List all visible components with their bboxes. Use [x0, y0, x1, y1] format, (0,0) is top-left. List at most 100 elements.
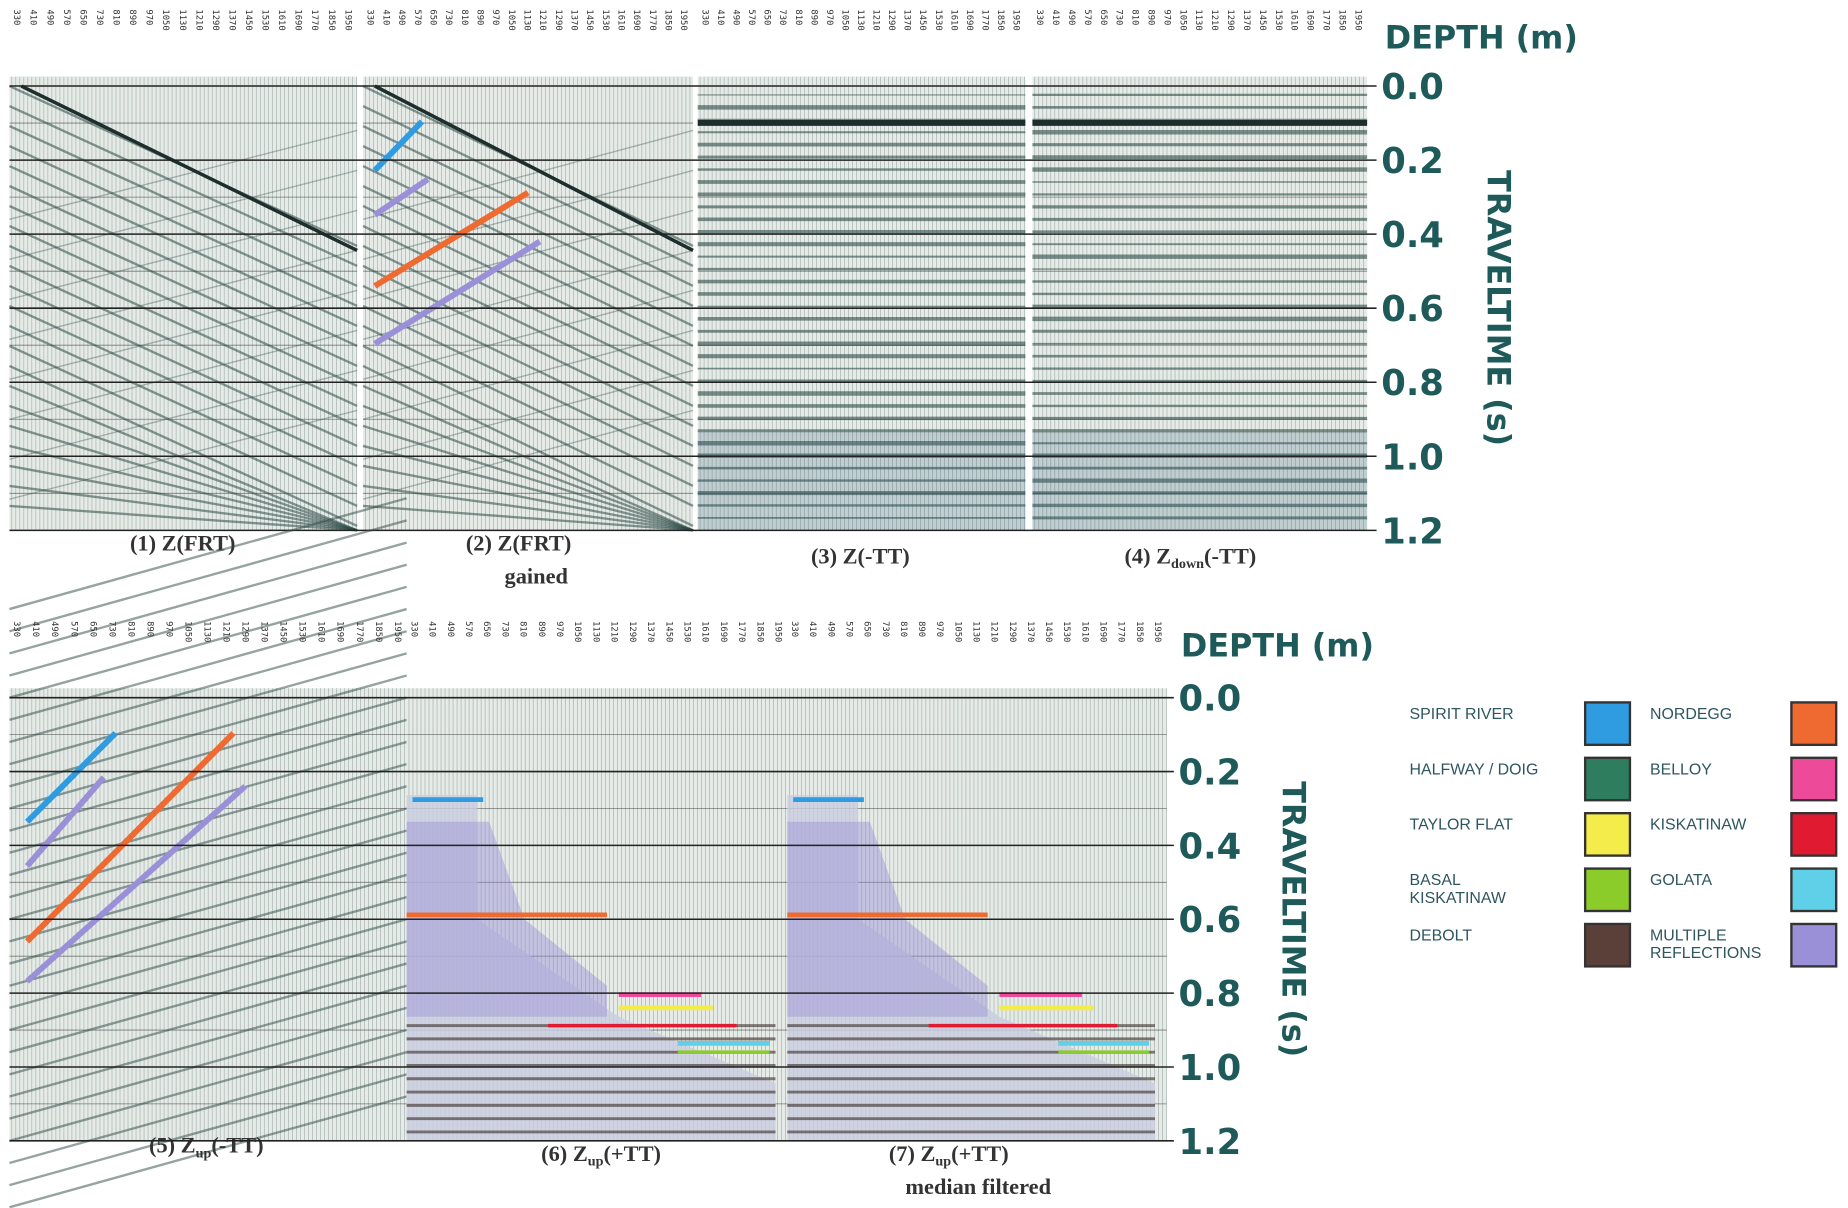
legend-swatch — [1583, 922, 1632, 968]
event — [9, 129, 358, 221]
time-label: 0.0 — [1179, 679, 1242, 720]
legend-swatch — [1790, 812, 1838, 857]
depth-label: 1210 — [537, 9, 547, 30]
event — [9, 1028, 407, 1142]
caption-subscript: down — [1171, 556, 1204, 572]
depth-label: 1950 — [1152, 621, 1162, 642]
depth-label: 730 — [94, 9, 104, 25]
legend-swatch — [1583, 867, 1632, 913]
depth-label: 650 — [1098, 9, 1108, 25]
depth-label: 1690 — [631, 9, 641, 30]
depth-label: 650 — [427, 9, 437, 25]
depth-label: 1850 — [754, 621, 764, 642]
depth-label: 410 — [807, 621, 817, 637]
depth-label: 330 — [699, 9, 709, 25]
legend-swatch — [1583, 756, 1632, 802]
event — [362, 304, 694, 467]
event — [9, 652, 407, 766]
depth-label: 1130 — [1193, 9, 1203, 30]
depth-label: 1130 — [202, 621, 212, 642]
depth-label: 1450 — [243, 9, 253, 30]
traveltime-title: TRAVELTIME (s) — [1274, 781, 1312, 1057]
depth-label: 890 — [1146, 9, 1156, 25]
depth-label: 1690 — [718, 621, 728, 642]
depth-label: 1450 — [917, 9, 927, 30]
depth-label: 1450 — [1257, 9, 1267, 30]
depth-label: 650 — [862, 621, 872, 637]
depth-label: 1530 — [260, 9, 270, 30]
horizon — [373, 190, 530, 289]
depth-label: 1050 — [1177, 9, 1187, 30]
depth-label: 490 — [1066, 9, 1076, 25]
depth-label: 1610 — [616, 9, 626, 30]
depth-label: 1290 — [210, 9, 220, 30]
legend-label: DEBOLT — [1409, 926, 1473, 945]
depth-label: 810 — [898, 621, 908, 637]
depth-label: 1950 — [1011, 9, 1021, 30]
horizon — [25, 784, 248, 984]
event — [9, 209, 358, 300]
depth-label: 810 — [111, 9, 121, 25]
event — [8, 164, 358, 328]
seismic-panel: 330 410 490 570 650 730 810 890 970 1050 1130 1210 1… — [362, 9, 694, 532]
event — [9, 541, 407, 655]
legend-label: HALFWAY / DOIG — [1409, 760, 1539, 778]
event — [362, 264, 694, 427]
legend-swatch — [1790, 867, 1838, 913]
event — [362, 129, 694, 221]
depth-label: 570 — [412, 9, 422, 25]
event — [9, 696, 407, 810]
event — [8, 124, 358, 288]
event — [9, 984, 407, 1098]
legend-label-box: DEBOLT — [1409, 926, 1473, 945]
event — [8, 324, 358, 487]
caption-suffix: (-TT) — [211, 1133, 263, 1158]
time-label: 0.2 — [1381, 141, 1444, 182]
event — [8, 224, 358, 388]
legend-label-box: KISKATINAW — [1650, 816, 1746, 834]
horizon — [24, 775, 106, 869]
seismic-panel: 330 410 490 570 650 730 810 890 970 1050 1130 1210 1… — [1032, 9, 1368, 531]
event — [9, 464, 358, 532]
depth-label: 970 — [934, 621, 944, 637]
depth-label: 1210 — [989, 621, 999, 642]
legend-label-box: BELLOY — [1650, 760, 1712, 778]
time-label: 1.0 — [1179, 1048, 1242, 1089]
depth-label: 570 — [68, 621, 78, 637]
time-label: 1.2 — [1179, 1122, 1242, 1163]
depth-label: 1050 — [182, 621, 192, 642]
legend-swatch — [1790, 922, 1838, 968]
caption-text: (7) Z — [889, 1141, 936, 1166]
depth-label: 1450 — [278, 621, 288, 642]
depth-label: 730 — [443, 9, 453, 25]
event — [9, 404, 358, 532]
depth-label: 1370 — [1025, 621, 1035, 642]
caption-suffix: (+TT) — [603, 1141, 661, 1166]
caption-note: median filtered — [905, 1174, 1051, 1199]
depth-label: 330 — [365, 9, 375, 25]
depth-label: 1610 — [948, 9, 958, 30]
event — [362, 169, 694, 260]
event — [362, 484, 694, 532]
legend-label: NORDEGG — [1649, 704, 1733, 723]
depth-label: 1950 — [773, 621, 783, 642]
event — [8, 104, 358, 268]
event — [362, 444, 694, 532]
caption-text: (6) Z — [541, 1141, 588, 1166]
depth-label: 1050 — [952, 621, 962, 642]
depth-label: 1290 — [240, 621, 250, 642]
event — [8, 364, 358, 527]
depth-label: 1850 — [995, 9, 1005, 30]
event — [9, 519, 407, 633]
event — [8, 144, 358, 308]
event — [9, 873, 407, 987]
horizon — [25, 731, 118, 824]
depth-label: 1850 — [663, 9, 673, 30]
depth-label: 970 — [554, 621, 564, 637]
panel-caption: (7) Zup(+TT) — [889, 1141, 1009, 1170]
legend-label-box: SPIRIT RIVER — [1410, 705, 1514, 723]
event — [8, 304, 358, 467]
traveltime-title: TRAVELTIME (s) — [1479, 170, 1517, 446]
depth-label: 1370 — [902, 9, 912, 30]
